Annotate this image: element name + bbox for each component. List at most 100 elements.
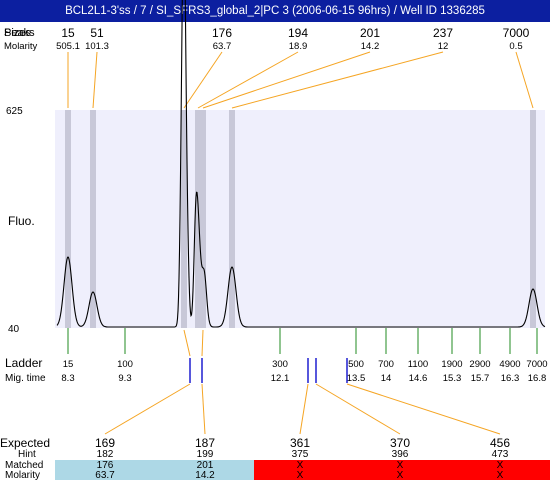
- ladder-time-value: 15.3: [443, 373, 462, 384]
- ladder-size-value: 1100: [408, 359, 428, 370]
- ladder-time-value: 14.6: [409, 373, 428, 384]
- peak-band: [65, 110, 71, 328]
- expected-peak-markers: [183, 329, 348, 383]
- ladder-time-value: 16.3: [501, 373, 520, 384]
- hint-value: 473: [492, 449, 509, 460]
- ladder-size-value: 500: [348, 359, 364, 370]
- header-connector-line: [183, 51, 223, 109]
- ladder-size-value: 15: [63, 359, 74, 370]
- peak-band: [195, 110, 201, 328]
- molarity-header-label: Molarity: [4, 41, 38, 52]
- header-connector-line: [197, 51, 299, 109]
- hint-value: 396: [392, 449, 409, 460]
- header-molarity-value: 505.1: [56, 41, 80, 52]
- expected-connector-line: [104, 383, 191, 435]
- ladder-size-value: 700: [378, 359, 394, 370]
- ladder-size-value: 7000: [526, 359, 547, 370]
- molarity-value: 14.2: [195, 470, 215, 480]
- header-size-value: 194: [288, 26, 308, 40]
- hint-value: 182: [97, 449, 114, 460]
- peak-band: [200, 110, 206, 328]
- header-size-value: 201: [360, 26, 380, 40]
- peaks-label: Peaks: [4, 27, 35, 39]
- expected-connector-line: [315, 383, 401, 435]
- ladder-size-value: 4900: [499, 359, 520, 370]
- header-connector-line: [231, 51, 444, 109]
- expected-connectors: [104, 383, 501, 435]
- ladder-size-value: 300: [272, 359, 288, 370]
- plot-background: [55, 110, 545, 328]
- sizes-label: Sizes: [4, 27, 31, 39]
- header-molarity-value: 0.5: [509, 41, 522, 52]
- ladder-time-value: 9.3: [118, 373, 131, 384]
- matched-background: [55, 460, 254, 480]
- matched-value: X: [497, 460, 504, 471]
- ladder-ticks: [67, 328, 538, 354]
- ladder-time-value: 16.8: [528, 373, 547, 384]
- unmatched-background: [254, 460, 550, 480]
- hint-value: 375: [292, 449, 309, 460]
- header-connector-line: [92, 51, 98, 109]
- ladder-time-value: 8.3: [61, 373, 74, 384]
- ladder-time-value: 13.5: [347, 373, 366, 384]
- expected-value: 169: [95, 436, 115, 450]
- peak-band: [530, 110, 536, 328]
- header-size-value: 15: [61, 26, 75, 40]
- ladder-size-value: 1900: [441, 359, 462, 370]
- header-molarity-value: 18.9: [289, 41, 308, 52]
- peak-to-marker-line: [201, 329, 204, 357]
- header-connector-line: [515, 51, 534, 109]
- expected-value: 187: [195, 436, 215, 450]
- header-size-value: 7000: [503, 26, 530, 40]
- molarity-value: X: [497, 470, 504, 480]
- header-connectors: [67, 51, 534, 109]
- header-molarity-value: 14.2: [361, 41, 380, 52]
- matched-value: X: [297, 460, 304, 471]
- molarity-value: X: [397, 470, 404, 480]
- matched-value: 176: [97, 460, 114, 471]
- ladder-time-value: 12.1: [271, 373, 290, 384]
- ladder-size-value: 2900: [469, 359, 490, 370]
- ladder-label: Ladder: [5, 356, 42, 370]
- header-molarity-value: 63.7: [213, 41, 232, 52]
- hint-value: 199: [197, 449, 214, 460]
- molarity-value: 63.7: [95, 470, 115, 480]
- molarity-row-label: Molarity: [5, 470, 40, 480]
- header-molarity-value: 101.3: [85, 41, 109, 52]
- header-size-value: 176: [212, 26, 232, 40]
- expected-connector-line: [299, 383, 309, 435]
- ladder-time-value: 14: [381, 373, 392, 384]
- ladder-size-value: 100: [117, 359, 133, 370]
- peak-band: [229, 110, 235, 328]
- peak-band: [90, 110, 96, 328]
- matched-label: Matched: [5, 460, 43, 471]
- hint-label: Hint: [18, 449, 36, 460]
- matched-value: 201: [197, 460, 214, 471]
- expected-value: 456: [490, 436, 510, 450]
- y-max-label: 625: [6, 106, 23, 117]
- molarity-value: X: [297, 470, 304, 480]
- expected-value: 361: [290, 436, 310, 450]
- expected-value: 370: [390, 436, 410, 450]
- peak-bands: [65, 110, 536, 328]
- header-size-value: 237: [433, 26, 453, 40]
- peak-to-marker-line: [183, 329, 191, 357]
- matched-value: X: [397, 460, 404, 471]
- peak-band: [181, 110, 187, 328]
- header-molarity-value: 12: [438, 41, 449, 52]
- expected-connector-line: [201, 383, 206, 435]
- expected-table: 16918217663.718719920114.2361375XX370396…: [95, 436, 510, 480]
- ladder-time-value: 15.7: [471, 373, 490, 384]
- ladder-values: 15 8.3 100 9.3 300 12.1 500 13.5 700 14 1100 14.6 19…: [61, 359, 547, 384]
- expected-label: Expected: [0, 436, 50, 450]
- y-axis-label: Fluo.: [8, 214, 35, 228]
- y-min-label: 40: [8, 324, 20, 335]
- fluorescence-trace: [56, 0, 546, 328]
- mig-time-label: Mig. time: [5, 373, 46, 384]
- header-size-value: 51: [90, 26, 104, 40]
- window-title: BCL2L1-3'ss / 7 / SI_SFRS3_global_2|PC 3…: [0, 0, 550, 22]
- header-connector-line: [202, 51, 371, 109]
- expected-connector-line: [346, 383, 501, 435]
